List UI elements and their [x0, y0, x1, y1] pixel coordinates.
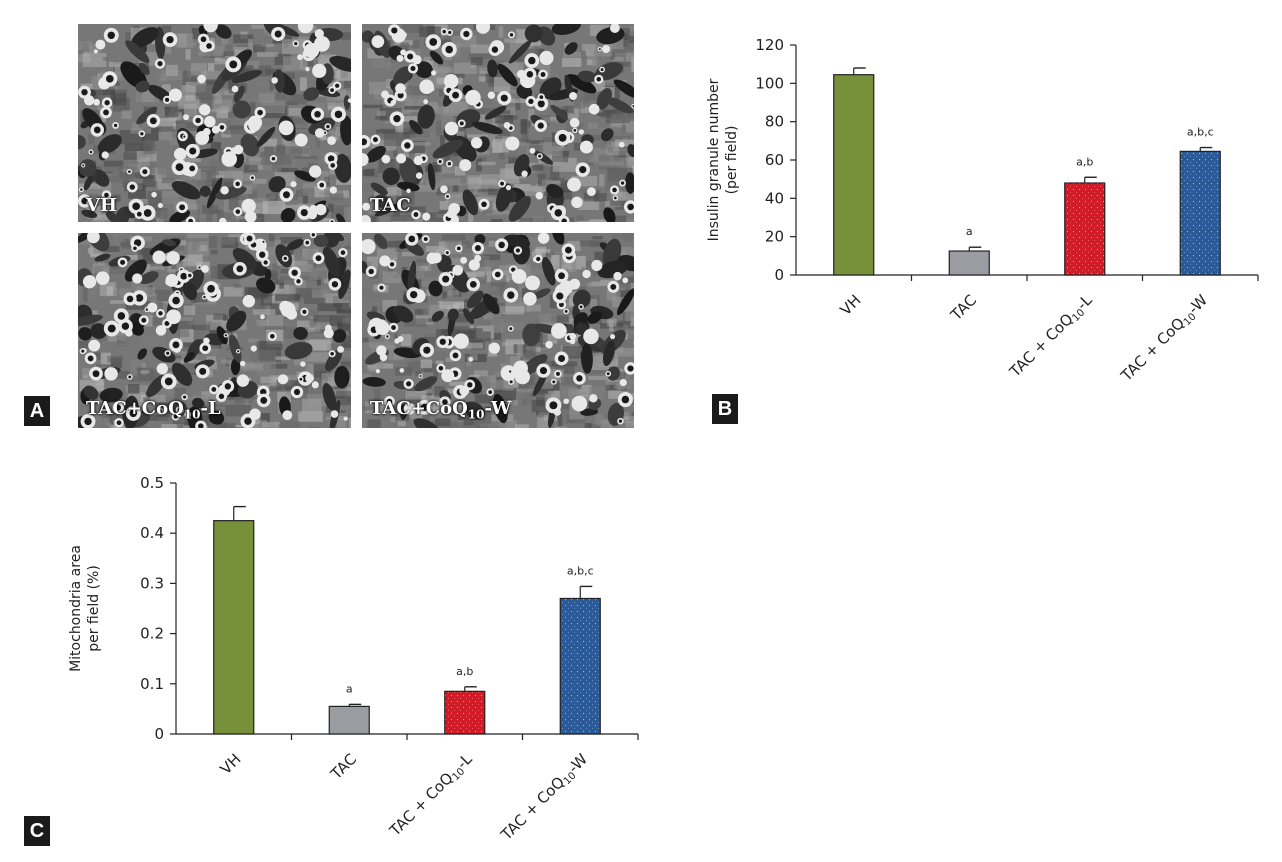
panel-letter-a: A	[24, 396, 50, 426]
y-tick-label: 60	[765, 151, 784, 169]
y-axis-label: Mitochondria area	[68, 545, 84, 672]
micrograph-vh: VH	[78, 24, 351, 222]
micrograph-label: TAC+CoQ10-W	[370, 398, 512, 422]
bar	[559, 597, 601, 735]
micrograph-texture	[78, 24, 351, 222]
y-tick-label: 0.4	[140, 524, 164, 542]
micrograph-tac-coq10-w: TAC+CoQ10-W	[362, 233, 634, 428]
significance-label: a,b	[456, 665, 473, 678]
significance-label: a,b,c	[1187, 126, 1214, 139]
micrograph-texture	[78, 233, 351, 428]
micrograph-texture	[362, 24, 634, 222]
y-tick-label: 40	[765, 189, 784, 207]
x-tick-label: TAC + CoQ10-W	[1117, 291, 1213, 387]
panel-letter-c: C	[24, 816, 50, 846]
x-tick-label: TAC	[947, 291, 981, 325]
y-tick-label: 0.3	[140, 574, 164, 592]
micrograph-texture	[362, 233, 634, 428]
bar	[948, 250, 990, 276]
bar	[213, 520, 255, 735]
micrograph-label: VH	[86, 195, 117, 216]
bar	[833, 74, 875, 276]
significance-label: a,b	[1076, 155, 1093, 168]
y-tick-label: 0.2	[140, 625, 164, 643]
bar	[328, 705, 370, 735]
y-axis-label: (per field)	[724, 126, 740, 195]
y-tick-label: 0	[774, 266, 784, 284]
x-tick-label: TAC + CoQ10-W	[497, 750, 593, 846]
significance-label: a	[966, 225, 973, 238]
x-tick-label: VH	[217, 750, 245, 778]
y-tick-label: 120	[755, 36, 784, 54]
chart-insulin-granules: 0 20 40 60 80 100 120 Insulin granule number (pe…	[706, 36, 1259, 387]
y-tick-label: 0.1	[140, 675, 164, 693]
y-tick-label: 20	[765, 228, 784, 246]
panel-letter-b: B	[712, 394, 738, 424]
x-tick-label: VH	[837, 291, 865, 319]
y-axis-label: per field (%)	[86, 565, 102, 652]
bar	[1179, 150, 1221, 276]
chart-mitochondria-area: 0 0.1 0.2 0.3 0.4 0.5 Mitochondria area per fie…	[68, 474, 639, 846]
y-tick-label: 80	[765, 113, 784, 131]
significance-label: a	[346, 682, 353, 695]
micrograph-label: TAC+CoQ10-L	[86, 398, 221, 422]
x-tick-label: TAC + CoQ10-L	[1005, 291, 1097, 383]
bar	[1064, 182, 1106, 276]
x-tick-label: TAC	[327, 750, 361, 784]
significance-label: a,b,c	[567, 564, 594, 577]
y-tick-label: 0.5	[140, 474, 164, 492]
y-tick-label: 100	[755, 74, 784, 92]
bar	[444, 690, 486, 735]
micrograph-tac: TAC	[362, 24, 634, 222]
micrograph-label: TAC	[370, 195, 411, 216]
micrograph-tac-coq10-l: TAC+CoQ10-L	[78, 233, 351, 428]
y-tick-label: 0	[154, 725, 164, 743]
y-axis-label: Insulin granule number	[706, 78, 722, 241]
x-tick-label: TAC + CoQ10-L	[385, 750, 477, 842]
